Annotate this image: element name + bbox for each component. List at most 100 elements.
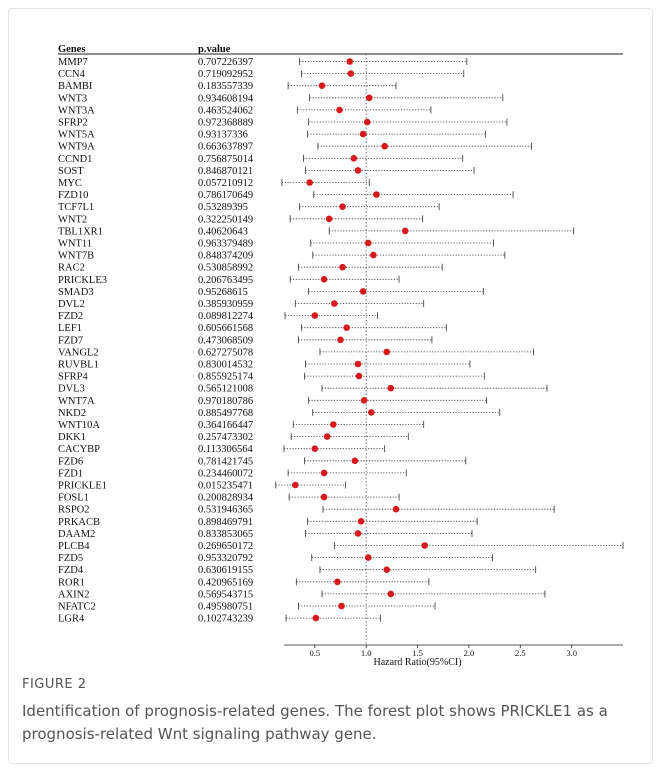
- gene-label: FZD4: [58, 565, 84, 576]
- hr-point: [323, 433, 331, 440]
- gene-label: WNT7A: [58, 396, 95, 407]
- hr-point: [311, 445, 319, 453]
- hr-point: [339, 203, 346, 210]
- x-tick-label: 1.5: [412, 648, 423, 658]
- hr-point: [337, 336, 344, 344]
- pvalue-label: 0.200828934: [198, 493, 254, 504]
- gene-label: NFATC2: [58, 602, 96, 613]
- hr-point: [292, 481, 299, 489]
- hr-point: [320, 469, 328, 477]
- gene-label: ROR1: [58, 577, 85, 588]
- pvalue-label: 0.756875014: [198, 154, 254, 165]
- hr-point: [381, 142, 388, 150]
- genes-header: Genes: [58, 44, 85, 55]
- x-tick-label: 2.0: [464, 648, 475, 658]
- gene-label: WNT11: [58, 239, 92, 250]
- hr-point: [336, 106, 343, 114]
- hr-point: [320, 276, 328, 283]
- hr-point: [343, 324, 350, 332]
- hr-point: [354, 167, 362, 174]
- hr-point: [363, 118, 371, 126]
- hr-point: [401, 227, 409, 235]
- pvalue-label: 0.970180786: [198, 396, 253, 407]
- pvalue-label: 0.972368889: [198, 118, 253, 129]
- hr-point: [373, 191, 380, 198]
- gene-label: FZD5: [58, 553, 83, 564]
- hr-point: [351, 457, 359, 465]
- hr-point: [360, 397, 368, 404]
- gene-label: WNT3: [58, 93, 87, 104]
- pvalue-label: 0.898469791: [198, 517, 253, 528]
- hr-point: [387, 590, 395, 598]
- pvalue-label: 0.93137336: [198, 130, 248, 141]
- hr-point: [364, 554, 372, 561]
- pvalue-label: 0.530858992: [198, 263, 253, 274]
- gene-label: DVL3: [58, 384, 85, 395]
- hr-point: [359, 130, 367, 138]
- gene-label: AXIN2: [58, 589, 90, 600]
- gene-label: WNT5A: [58, 130, 95, 141]
- gene-label: FZD7: [58, 335, 83, 346]
- hr-point: [370, 251, 377, 259]
- pvalue-label: 0.719092952: [198, 69, 253, 80]
- hr-point: [325, 215, 333, 223]
- gene-label: DAAM2: [58, 529, 95, 540]
- x-tick-label: 0.5: [310, 648, 321, 658]
- pvalue-label: 0.089812274: [198, 311, 254, 322]
- hr-point: [334, 578, 341, 586]
- x-tick-label: 2.5: [515, 648, 526, 658]
- hr-point: [354, 360, 362, 368]
- hr-point: [357, 518, 365, 525]
- gene-label: FZD10: [58, 190, 88, 201]
- pvalue-label: 0.40620643: [198, 226, 248, 237]
- gene-label: WNT3A: [58, 105, 95, 116]
- gene-label: WNT7B: [58, 251, 94, 262]
- pvalue-header: p.value: [198, 44, 231, 55]
- gene-label: PRICKLE1: [58, 481, 107, 492]
- gene-label: PLCB4: [58, 541, 90, 552]
- pvalue-label: 0.846870121: [198, 166, 253, 177]
- pvalue-label: 0.183557339: [198, 81, 253, 92]
- gene-label: WNT2: [58, 214, 87, 225]
- gene-label: CACYBP: [58, 444, 100, 455]
- pvalue-label: 0.364166447: [198, 420, 253, 431]
- gene-label: RSPO2: [58, 505, 90, 516]
- pvalue-label: 0.057210912: [198, 178, 253, 189]
- pvalue-label: 0.257473302: [198, 432, 253, 443]
- pvalue-label: 0.627275078: [198, 347, 253, 358]
- pvalue-label: 0.565121008: [198, 384, 253, 395]
- gene-label: RAC2: [58, 263, 85, 274]
- hr-point: [311, 312, 319, 319]
- gene-label: NKD2: [58, 408, 86, 419]
- gene-label: CCND1: [58, 154, 92, 165]
- hr-point: [331, 300, 338, 307]
- pvalue-label: 0.269650172: [198, 541, 253, 552]
- pvalue-label: 0.322250149: [198, 214, 253, 225]
- pvalue-label: 0.786170649: [198, 190, 253, 201]
- pvalue-label: 0.113306564: [198, 444, 253, 455]
- hr-point: [354, 530, 362, 537]
- pvalue-label: 0.830014532: [198, 360, 253, 371]
- pvalue-label: 0.953320792: [198, 553, 253, 564]
- gene-label: FZD2: [58, 311, 83, 322]
- gene-label: FZD1: [58, 468, 83, 479]
- pvalue-label: 0.848374209: [198, 251, 253, 262]
- pvalue-label: 0.885497768: [198, 408, 253, 419]
- hr-point: [383, 566, 391, 573]
- hr-point: [368, 409, 375, 416]
- pvalue-label: 0.206763495: [198, 275, 253, 286]
- pvalue-label: 0.385930959: [198, 299, 253, 310]
- gene-label: TBL1XR1: [58, 226, 103, 237]
- hr-point: [347, 70, 355, 77]
- pvalue-label: 0.630619155: [198, 565, 253, 576]
- pvalue-label: 0.963379489: [198, 239, 253, 250]
- pvalue-label: 0.934608194: [198, 93, 254, 104]
- hr-point: [359, 288, 367, 295]
- gene-label: PRICKLE3: [58, 275, 107, 286]
- hr-point: [346, 58, 354, 65]
- gene-label: SFRP4: [58, 372, 89, 383]
- hr-point: [383, 348, 391, 356]
- gene-label: DVL2: [58, 299, 85, 310]
- pvalue-label: 0.833853065: [198, 529, 253, 540]
